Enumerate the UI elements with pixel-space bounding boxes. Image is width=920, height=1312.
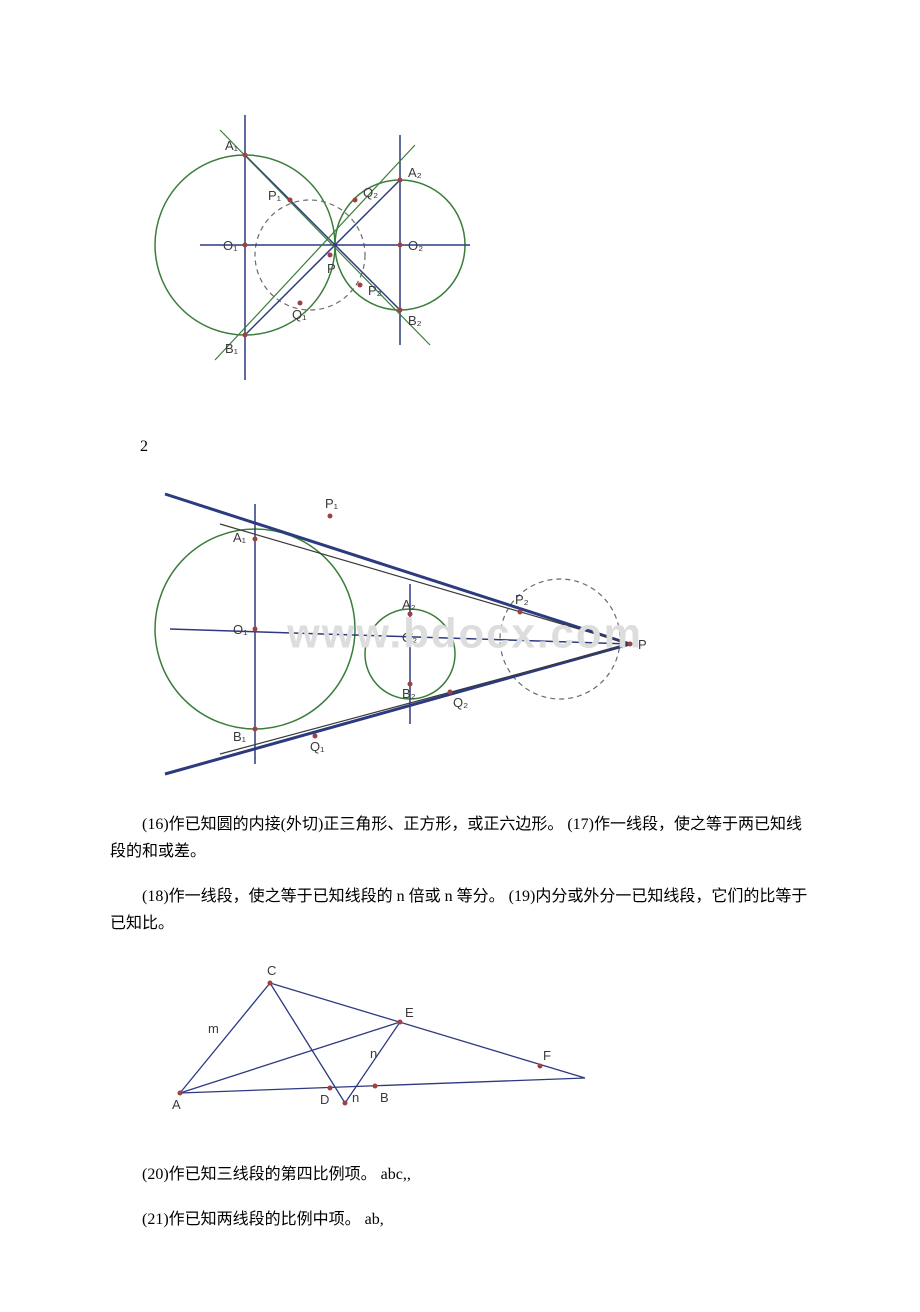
svg-text:Q₂: Q₂ bbox=[363, 185, 378, 200]
svg-text:A₂: A₂ bbox=[408, 165, 422, 180]
svg-text:P₂: P₂ bbox=[368, 283, 382, 298]
figure-3: A C D B E F m n n bbox=[160, 958, 810, 1137]
svg-text:Q₁: Q₁ bbox=[310, 739, 325, 754]
svg-text:A₁: A₁ bbox=[233, 530, 247, 545]
figure-1: A₁ A₂ O₁ O₂ B₁ B₂ P₁ Q₂ P P₂ Q₁ bbox=[140, 85, 810, 414]
svg-text:P₁: P₁ bbox=[325, 496, 339, 511]
svg-text:m: m bbox=[208, 1021, 219, 1036]
svg-text:E: E bbox=[405, 1005, 414, 1020]
svg-text:P: P bbox=[327, 261, 336, 276]
svg-text:B₂: B₂ bbox=[402, 686, 416, 701]
svg-text:D: D bbox=[320, 1092, 329, 1107]
svg-text:n: n bbox=[370, 1046, 377, 1061]
svg-text:B: B bbox=[380, 1090, 389, 1105]
svg-text:B₁: B₁ bbox=[233, 729, 247, 744]
diagram-tangent-lines: A₁ P₁ O₁ A₂ O₂ B₂ P₂ P B₁ Q₁ Q₂ bbox=[120, 474, 680, 784]
diagram-line-segments: A C D B E F m n n bbox=[160, 958, 600, 1128]
svg-text:P₁: P₁ bbox=[268, 188, 282, 203]
diagram-two-circles-tangent: A₁ A₂ O₁ O₂ B₁ B₂ P₁ Q₂ P P₂ Q₁ bbox=[140, 85, 500, 405]
svg-text:Q₁: Q₁ bbox=[292, 307, 307, 322]
svg-text:O₁: O₁ bbox=[223, 238, 238, 253]
svg-text:A₁: A₁ bbox=[225, 138, 239, 153]
svg-text:C: C bbox=[267, 963, 276, 978]
figure-2: www.bdocx.com A₁ P₁ O₁ A₂ O₂ B₂ P₂ P B₁ … bbox=[120, 474, 810, 793]
svg-text:O₂: O₂ bbox=[402, 630, 417, 645]
svg-text:B₂: B₂ bbox=[408, 313, 422, 328]
svg-text:O₂: O₂ bbox=[408, 238, 423, 253]
figure-caption-1: 2 bbox=[140, 434, 810, 460]
svg-text:F: F bbox=[543, 1048, 551, 1063]
paragraph-18-19: (18)作一线段，使之等于已知线段的 n 倍或 n 等分。 (19)内分或外分一… bbox=[110, 883, 810, 937]
svg-text:O₁: O₁ bbox=[233, 622, 248, 637]
svg-text:P₂: P₂ bbox=[515, 592, 529, 607]
svg-text:B₁: B₁ bbox=[225, 341, 239, 356]
svg-text:A₂: A₂ bbox=[402, 597, 416, 612]
paragraph-21: (21)作已知两线段的比例中项。 ab, bbox=[110, 1206, 810, 1233]
svg-text:Q₂: Q₂ bbox=[453, 695, 468, 710]
svg-text:A: A bbox=[172, 1097, 181, 1112]
svg-text:P: P bbox=[638, 637, 647, 652]
svg-text:n: n bbox=[352, 1090, 359, 1105]
paragraph-16-17: (16)作已知圆的内接(外切)正三角形、正方形，或正六边形。 (17)作一线段，… bbox=[110, 811, 810, 865]
paragraph-20: (20)作已知三线段的第四比例项。 abc,, bbox=[110, 1161, 810, 1188]
